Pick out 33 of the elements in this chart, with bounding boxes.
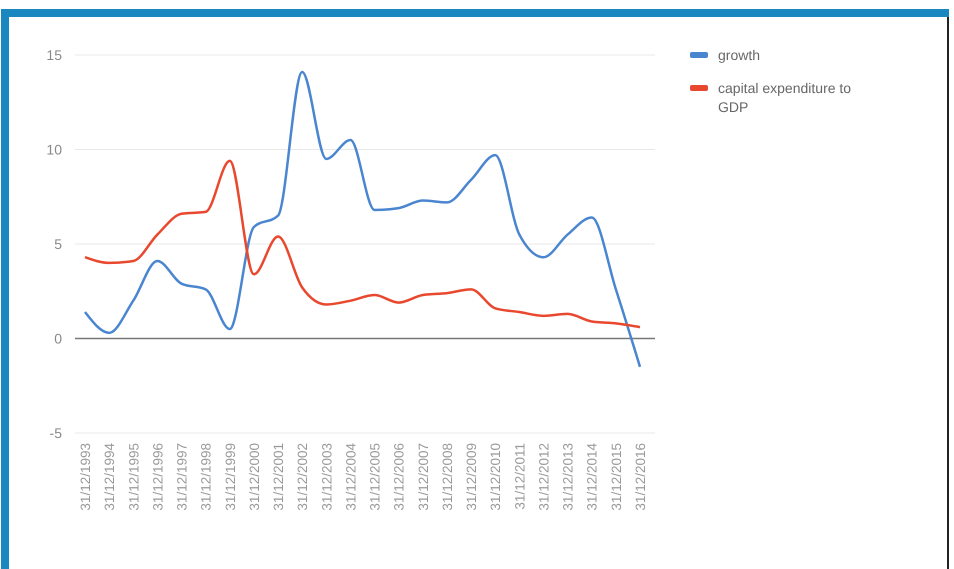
x-tick-label: 31/12/2005 [368, 443, 383, 511]
x-tick-label: 31/12/1999 [222, 443, 238, 511]
x-tick-label: 31/12/1995 [126, 443, 142, 511]
x-tick-label: 31/12/1994 [102, 442, 118, 511]
x-tick-label: 31/12/2012 [536, 443, 552, 511]
line-series [84, 70, 642, 368]
x-tick-label: 31/12/1993 [78, 443, 93, 511]
x-tick-label: 31/12/2002 [295, 443, 310, 511]
line-series [84, 160, 642, 328]
y-tick-label: 10 [46, 141, 62, 158]
y-tick-label: 15 [46, 46, 62, 63]
x-tick-label: 31/12/2006 [392, 443, 407, 511]
x-tick-label: 31/12/2000 [246, 443, 262, 511]
y-tick-label: 5 [54, 236, 62, 252]
x-tick-label: 31/12/2016 [633, 443, 648, 511]
x-tick-label: 31/12/2011 [512, 443, 528, 510]
x-tick-label: 31/12/1998 [198, 443, 214, 511]
x-tick-label: 31/12/2003 [319, 443, 334, 511]
x-tick-label: 31/12/1997 [174, 443, 190, 511]
x-tick-label: 31/12/2015 [608, 443, 624, 511]
x-tick-label: 31/12/2001 [271, 443, 286, 511]
x-tick-label: 31/12/1996 [150, 443, 166, 511]
x-tick-label: 31/12/2009 [464, 443, 480, 511]
x-tick-label: 31/12/2007 [416, 443, 431, 511]
y-tick-label: 0 [54, 330, 62, 346]
legend-label: capital expenditure to GDP [718, 80, 852, 115]
legend-label: growth [718, 46, 760, 63]
x-tick-label: 31/12/2014 [584, 442, 600, 511]
y-tick-label: -5 [50, 424, 62, 441]
x-tick-label: 31/12/2008 [440, 443, 455, 511]
x-tick-label: 31/12/2010 [488, 443, 504, 511]
x-tick-label: 31/12/2004 [343, 442, 358, 511]
x-tick-label: 31/12/2013 [560, 443, 576, 511]
